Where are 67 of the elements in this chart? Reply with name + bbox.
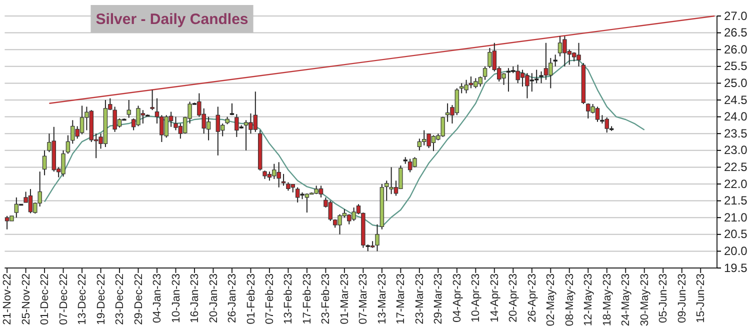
candlestick	[216, 106, 220, 156]
x-tick-label: 15-Jun-23	[695, 274, 708, 324]
candlestick	[66, 134, 70, 154]
y-tick-label: 20.5	[724, 227, 748, 242]
x-tick-label: 24-May-23	[620, 274, 632, 326]
y-tick-label: 21.5	[724, 194, 748, 208]
y-tick-label: 22.0	[724, 176, 748, 191]
candlestick	[553, 54, 558, 67]
candlestick	[384, 180, 389, 202]
x-tick-label: 23-Feb-23	[320, 274, 332, 324]
candlestick	[482, 66, 488, 80]
candlestick	[14, 196, 19, 218]
y-tick-label: 26.0	[724, 42, 748, 56]
x-tick-label: 04-Apr-23	[451, 274, 464, 322]
x-tick-label: 10-Apr-23	[470, 274, 482, 322]
y-tick-label: 22.5	[724, 160, 748, 174]
x-tick-label: 05-Jun-23	[658, 274, 670, 324]
x-tick-label: 21-Nov-22	[2, 274, 14, 325]
candlestick	[42, 150, 47, 176]
x-tick-label: 19-Dec-22	[95, 274, 108, 325]
x-tick-label: 12-May-23	[582, 274, 595, 326]
x-tick-label: 18-May-23	[601, 274, 614, 326]
y-tick-label: 23.5	[724, 126, 748, 140]
candlestick	[534, 69, 539, 84]
x-tick-label: 02-May-23	[545, 274, 558, 326]
x-tick-label: 17-Mar-23	[395, 274, 408, 324]
x-tick-label: 20-Apr-23	[508, 274, 520, 322]
x-tick-label: 17-Feb-23	[301, 274, 314, 324]
y-tick-label: 26.5	[724, 26, 748, 40]
x-tick-label: 01-Mar-23	[338, 274, 351, 324]
x-tick-label: 30-May-23	[638, 274, 651, 326]
x-tick-label: 01-Feb-23	[245, 274, 258, 324]
x-tick-label: 13-Feb-23	[282, 274, 295, 324]
x-tick-label: 20-Jan-23	[208, 274, 220, 324]
y-tick-label: 24.0	[724, 110, 748, 124]
y-tick-label: 23.0	[724, 143, 748, 158]
x-tick-label: 29-Mar-23	[432, 274, 445, 324]
y-tick-label: 20.0	[724, 244, 748, 258]
x-tick-label: 23-Mar-23	[414, 274, 426, 324]
x-tick-label: 26-Jan-23	[226, 274, 238, 324]
x-tick-label: 07-Dec-22	[58, 274, 70, 325]
x-tick-label: 01-Dec-22	[39, 274, 52, 325]
y-tick-label: 25.0	[724, 76, 748, 90]
x-tick-label: 10-Jan-23	[170, 274, 182, 324]
x-tick-label: 13-Mar-23	[376, 274, 388, 324]
x-tick-label: 16-Jan-23	[189, 274, 202, 324]
y-tick-label: 19.5	[724, 260, 748, 275]
x-tick-label: 26-Apr-23	[526, 274, 538, 322]
x-tick-label: 07-Feb-23	[264, 274, 276, 324]
y-tick-label: 21.0	[724, 210, 748, 224]
x-tick-label: 07-Mar-23	[358, 274, 370, 324]
x-tick-label: 29-Dec-22	[132, 274, 145, 325]
x-tick-label: 09-Jun-23	[676, 274, 688, 324]
candlestick	[375, 224, 380, 252]
x-tick-label: 13-Dec-22	[76, 274, 89, 325]
y-tick-label: 25.5	[724, 59, 748, 74]
candlestick	[150, 89, 154, 111]
x-tick-label: 08-May-23	[564, 274, 576, 326]
x-tick-label: 14-Apr-23	[488, 274, 501, 322]
y-tick-label: 27.0	[724, 8, 748, 23]
chart-title: Silver - Daily Candles	[96, 11, 248, 28]
x-tick-label: 04-Jan-23	[152, 274, 164, 324]
x-tick-label: 23-Dec-22	[114, 274, 126, 325]
y-tick-label: 24.5	[724, 92, 748, 107]
x-tick-label: 25-Nov-22	[20, 274, 32, 325]
candlestick	[417, 138, 422, 151]
candlestick	[126, 100, 131, 118]
